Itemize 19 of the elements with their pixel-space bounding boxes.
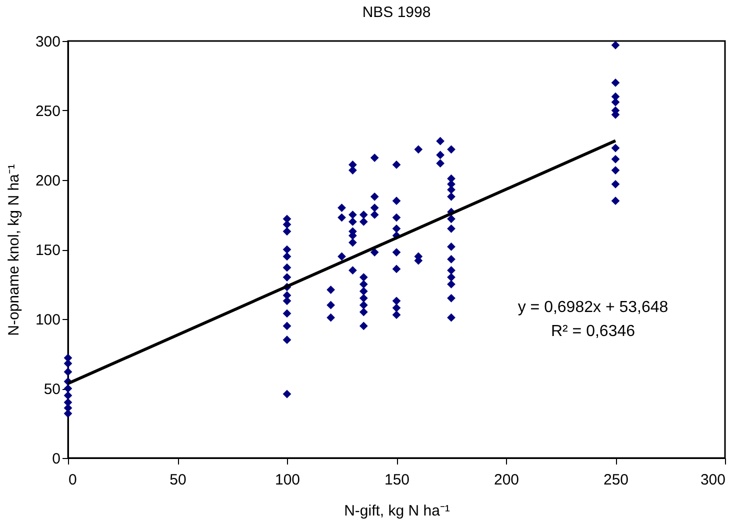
annotation: y = 0,6982x + 53,648 [518,299,668,316]
y-tick-label: 50 [44,381,60,398]
x-tick-label: 150 [384,472,410,488]
y-tick-label: 200 [35,172,60,190]
y-axis-title: N-opname knol, kg N ha⁻¹ [5,164,22,336]
y-tick-label: 300 [35,34,60,50]
annotation: R² = 0,6346 [550,323,636,340]
x-tick-label: 100 [274,472,300,488]
x-axis-title: N-gift, kg N ha⁻¹ [344,502,450,520]
x-tick-label: 200 [494,472,520,488]
y-tick-label: 0 [52,450,60,468]
x-tick-label: 250 [603,472,629,488]
y-tick-label: 250 [35,103,60,120]
x-tick-label: 50 [170,472,186,488]
x-tick-label: 0 [68,472,77,488]
y-tick-label: 150 [35,242,60,259]
y-tick-label: 100 [35,312,60,328]
chart-title: NBS 1998 [362,4,431,21]
x-tick-label: 300 [700,472,726,488]
